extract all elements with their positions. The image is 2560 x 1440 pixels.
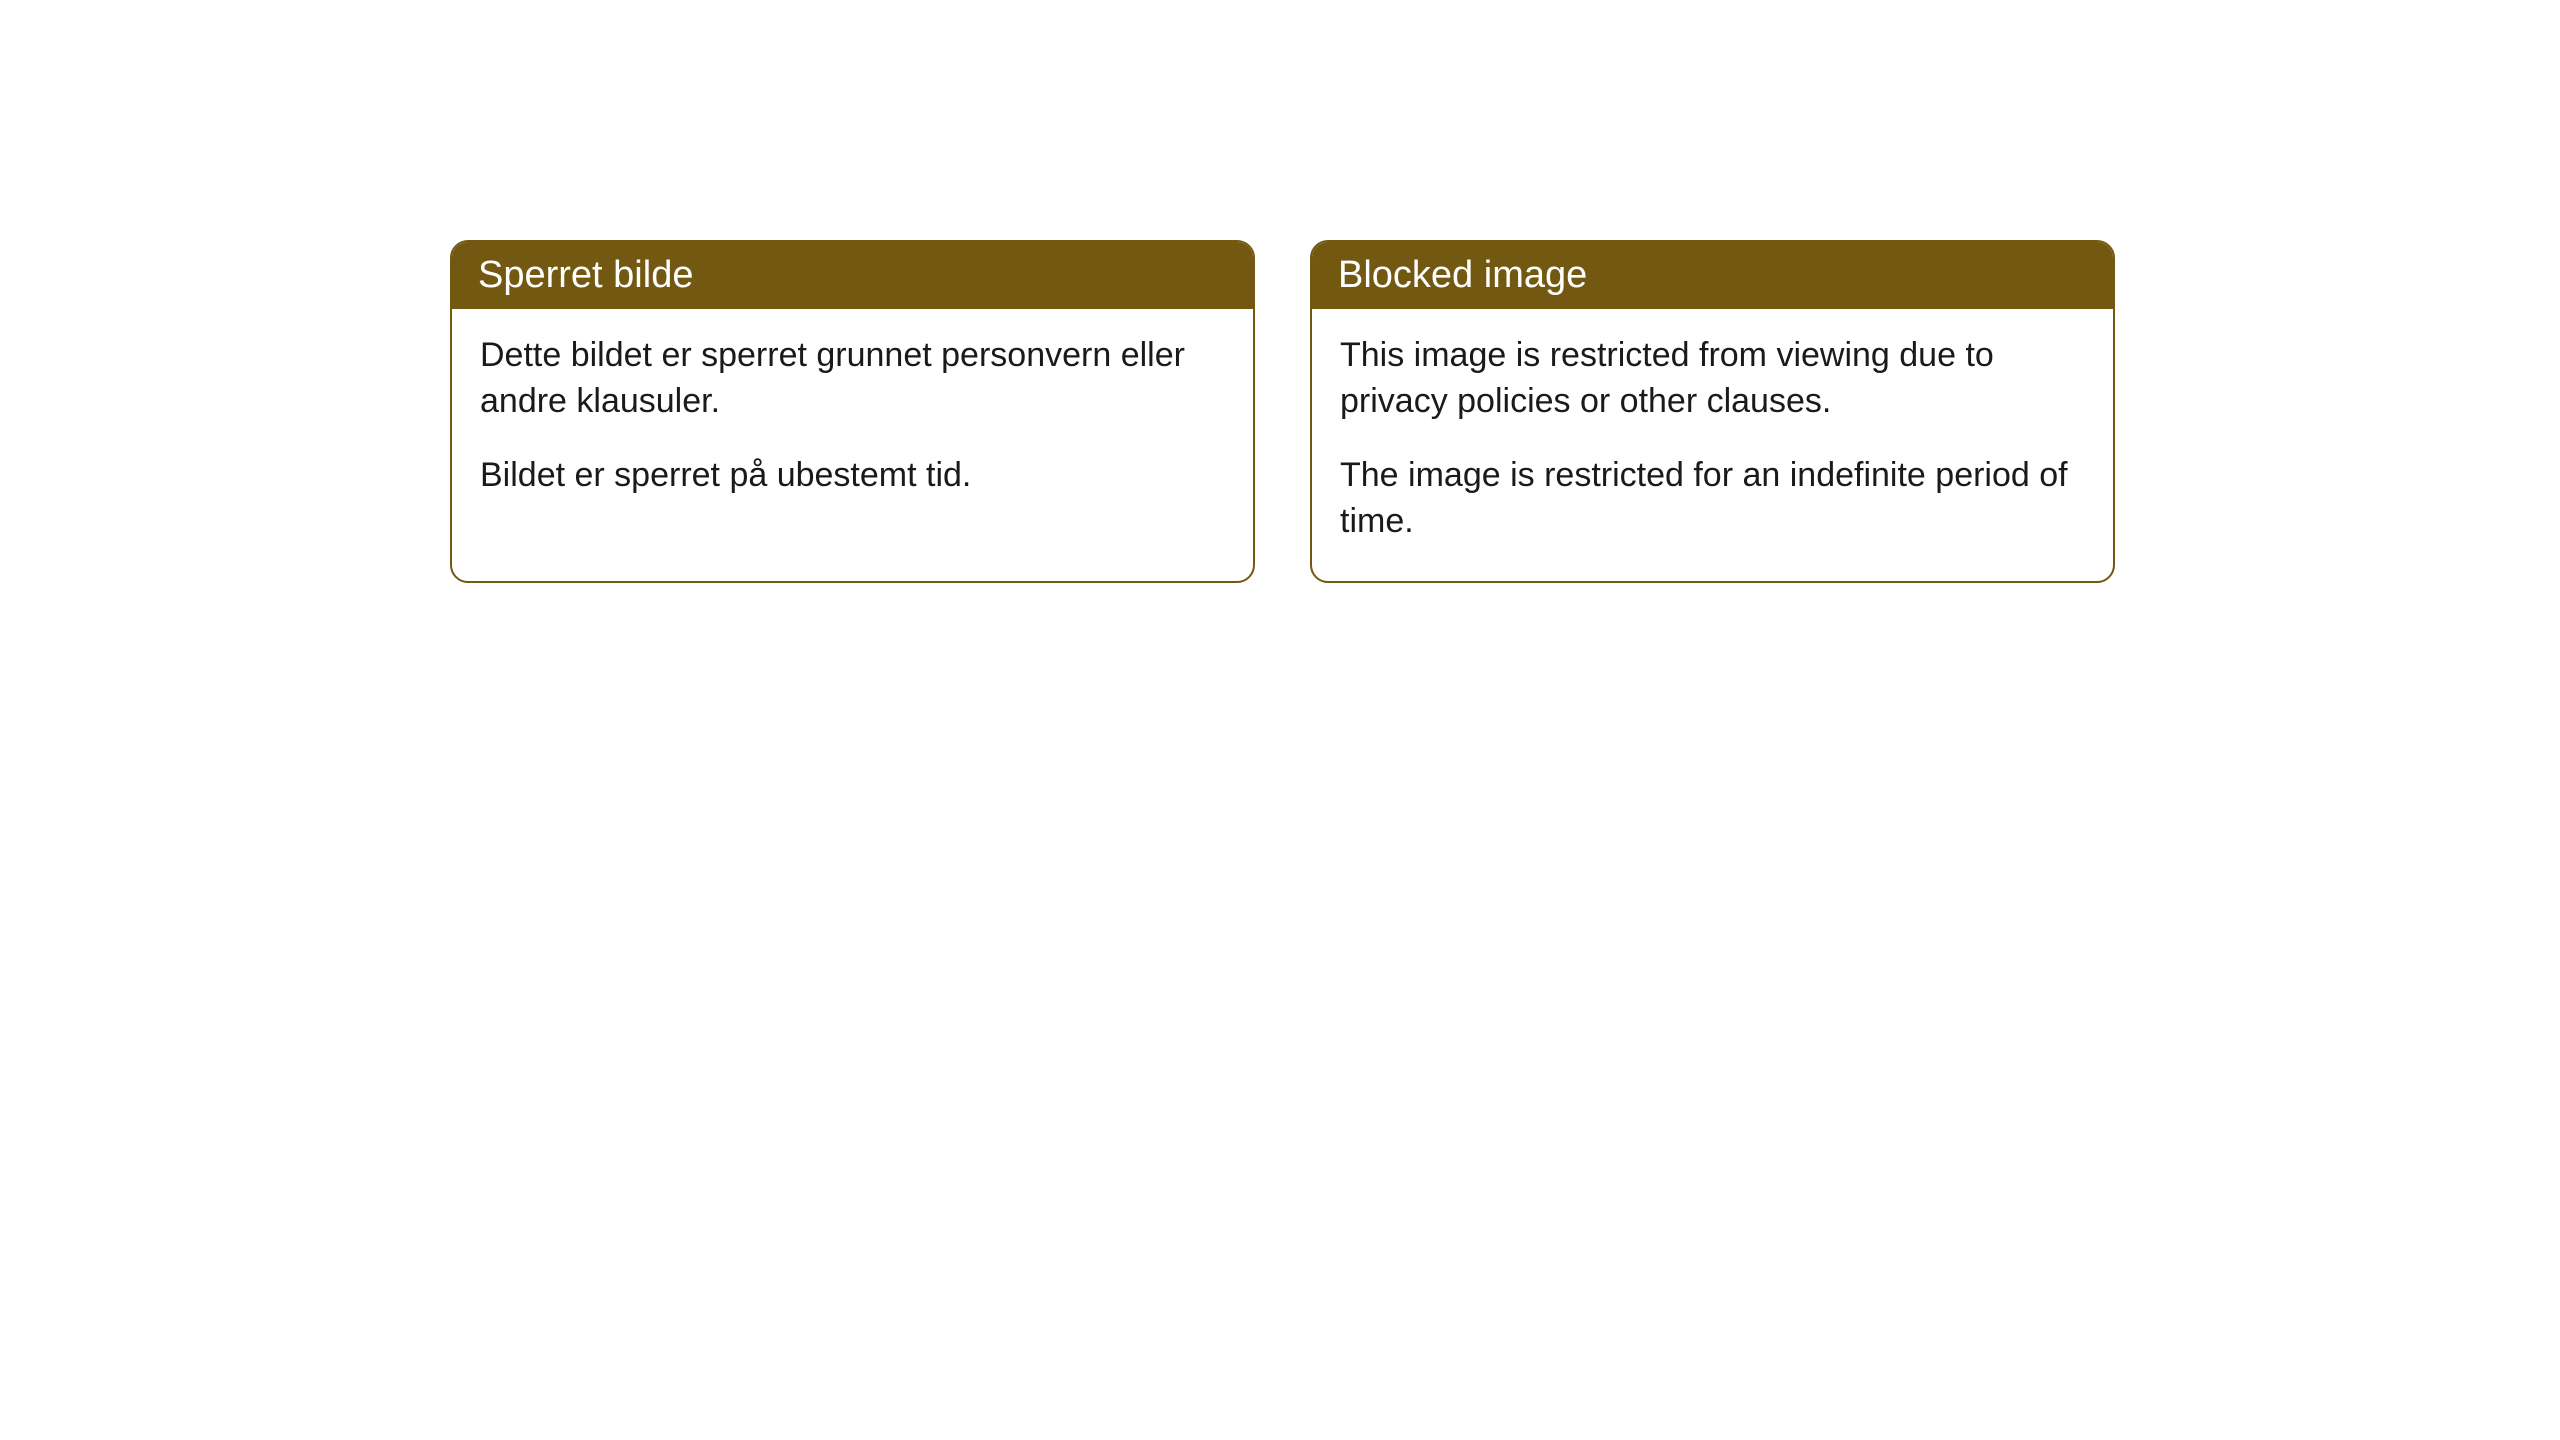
card-body: This image is restricted from viewing du… — [1312, 309, 2113, 581]
card-paragraph-2: Bildet er sperret på ubestemt tid. — [480, 453, 1225, 499]
card-header: Blocked image — [1312, 242, 2113, 309]
card-paragraph-2: The image is restricted for an indefinit… — [1340, 453, 2085, 545]
card-paragraph-1: This image is restricted from viewing du… — [1340, 333, 2085, 425]
card-paragraph-1: Dette bildet er sperret grunnet personve… — [480, 333, 1225, 425]
card-header: Sperret bilde — [452, 242, 1253, 309]
card-title: Sperret bilde — [478, 254, 693, 296]
card-body: Dette bildet er sperret grunnet personve… — [452, 309, 1253, 535]
card-title: Blocked image — [1338, 254, 1587, 296]
blocked-image-card-english: Blocked image This image is restricted f… — [1310, 240, 2115, 583]
blocked-image-card-norwegian: Sperret bilde Dette bildet er sperret gr… — [450, 240, 1255, 583]
notice-container: Sperret bilde Dette bildet er sperret gr… — [450, 240, 2115, 583]
